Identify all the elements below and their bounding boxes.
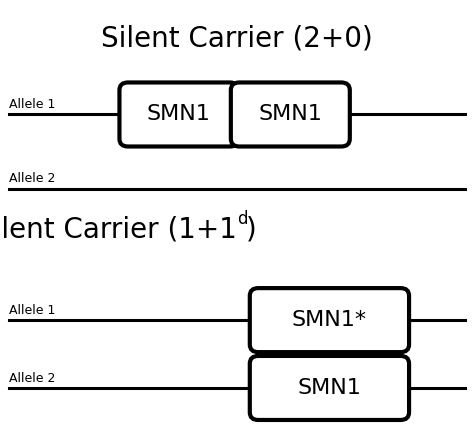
Text: SMN1: SMN1: [147, 104, 211, 125]
Text: SMN1*: SMN1*: [292, 310, 367, 330]
FancyBboxPatch shape: [119, 83, 238, 147]
Text: Allele 2: Allele 2: [9, 371, 56, 385]
FancyBboxPatch shape: [231, 83, 350, 147]
Text: Allele 1: Allele 1: [9, 98, 56, 111]
Text: Silent Carrier (1+1: Silent Carrier (1+1: [0, 215, 237, 243]
Text: *intragenic mutation: *intragenic mutation: [263, 288, 393, 301]
Text: d: d: [237, 210, 247, 228]
Text: SMN1: SMN1: [298, 378, 361, 398]
Text: ): ): [246, 215, 256, 243]
FancyBboxPatch shape: [250, 288, 409, 352]
FancyBboxPatch shape: [250, 356, 409, 420]
Text: Silent Carrier (2+0): Silent Carrier (2+0): [101, 24, 373, 52]
Text: Allele 1: Allele 1: [9, 304, 56, 317]
Text: SMN1: SMN1: [258, 104, 322, 125]
Text: Allele 2: Allele 2: [9, 172, 56, 185]
